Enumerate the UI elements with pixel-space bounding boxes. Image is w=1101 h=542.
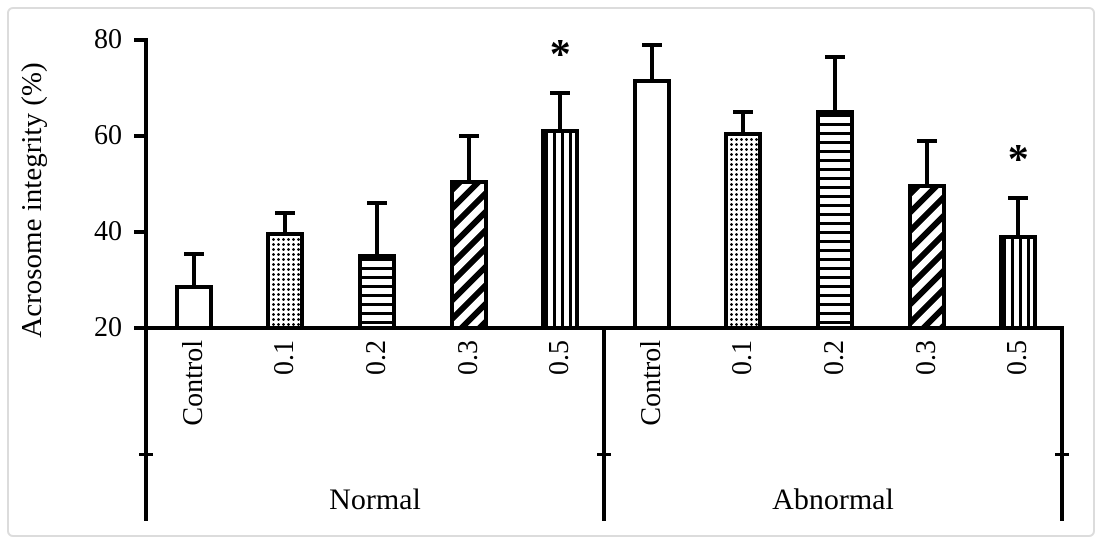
bar-abnormal-control — [632, 78, 671, 330]
figure-border — [7, 7, 1095, 537]
category-label: 0.3 — [910, 340, 942, 375]
category-label: Control — [177, 340, 209, 426]
error-bar-cap — [641, 42, 662, 47]
error-bar — [741, 112, 746, 135]
error-bar-cap — [550, 90, 571, 95]
error-bar-cap — [458, 134, 479, 138]
y-tick-label: 20 — [94, 312, 122, 343]
level-divider-tick — [139, 453, 153, 456]
level-divider-tick — [1055, 453, 1069, 456]
category-label: 0.3 — [452, 340, 484, 375]
y-axis-tick — [134, 134, 146, 138]
y-axis-tick — [134, 326, 146, 330]
y-axis-title: Acrosome integrity (%) — [16, 62, 48, 338]
group-separator-line — [1060, 326, 1064, 521]
y-axis-tick — [134, 38, 146, 42]
bar-normal-control — [174, 285, 213, 330]
error-bar — [558, 92, 563, 133]
category-label: 0.2 — [361, 340, 392, 375]
error-bar-cap — [916, 138, 937, 143]
significance-star: * — [1007, 137, 1029, 184]
error-bar-cap — [1008, 196, 1029, 201]
error-bar — [1016, 198, 1021, 238]
bar-normal-0-1 — [266, 232, 305, 330]
error-bar-cap — [275, 210, 296, 215]
error-bar — [466, 136, 471, 183]
error-bar-cap — [825, 54, 845, 59]
category-label: 0.1 — [727, 340, 759, 375]
significance-star: * — [549, 31, 571, 78]
group-label: Abnormal — [772, 483, 894, 516]
error-bar — [833, 56, 837, 113]
error-bar-cap — [733, 110, 754, 114]
error-bar — [283, 212, 288, 236]
bar-abnormal-0-1 — [724, 131, 763, 330]
bar-abnormal-0-3 — [907, 184, 946, 330]
category-label: 0.1 — [269, 340, 301, 375]
bar-abnormal-0-2 — [816, 110, 854, 330]
category-label: 0.5 — [1002, 340, 1034, 375]
error-bar-cap — [367, 201, 387, 206]
y-tick-label: 80 — [94, 24, 122, 55]
y-axis-tick — [134, 230, 146, 234]
bar-normal-0-5 — [541, 129, 580, 330]
y-axis-line — [144, 38, 148, 521]
category-label: Control — [635, 340, 667, 426]
error-bar — [924, 140, 929, 188]
error-bar — [191, 253, 196, 289]
group-label: Normal — [329, 483, 421, 516]
error-bar — [649, 44, 654, 82]
error-bar — [375, 203, 379, 257]
group-separator-line — [602, 326, 606, 521]
y-tick-label: 60 — [94, 120, 122, 151]
bar-normal-0-3 — [449, 179, 488, 330]
y-tick-label: 40 — [94, 216, 122, 247]
error-bar-cap — [183, 251, 204, 256]
category-label: 0.2 — [819, 340, 850, 375]
bar-normal-0-2 — [358, 254, 396, 330]
bar-abnormal-0-5 — [999, 234, 1038, 330]
level-divider-tick — [597, 453, 611, 456]
category-label: 0.5 — [544, 340, 576, 375]
